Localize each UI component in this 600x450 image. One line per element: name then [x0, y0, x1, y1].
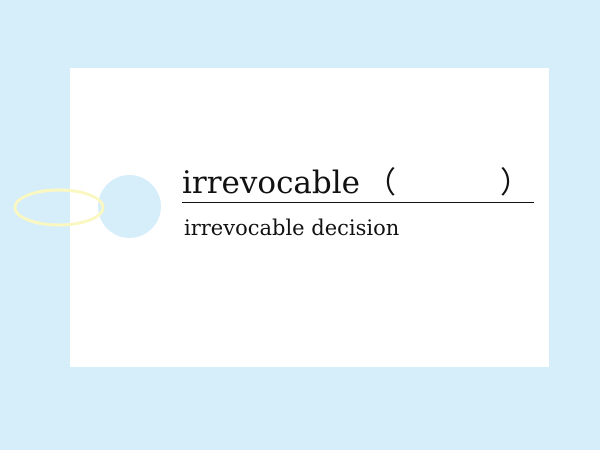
example-phrase: irrevocable decision — [184, 216, 400, 240]
card-hole — [98, 175, 161, 238]
close-parenthesis: ） — [500, 166, 530, 201]
vocabulary-word-line: irrevocable （ ） — [182, 162, 534, 203]
vocabulary-word: irrevocable — [182, 165, 361, 201]
open-parenthesis: （ — [366, 166, 397, 201]
string-loop-icon — [13, 188, 105, 227]
